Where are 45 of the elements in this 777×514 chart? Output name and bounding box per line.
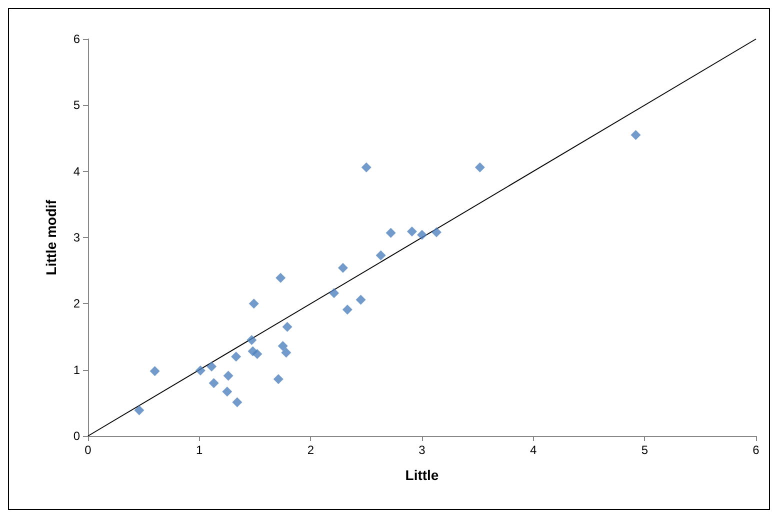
point	[208, 378, 219, 388]
point	[329, 288, 340, 298]
point	[231, 352, 242, 362]
y-tick-label: 6	[73, 32, 80, 46]
point	[417, 230, 427, 240]
point	[222, 386, 232, 397]
point	[342, 304, 352, 315]
point	[361, 162, 372, 172]
y-tick-label: 1	[73, 362, 80, 377]
x-tick-label: 0	[84, 443, 92, 457]
point	[150, 366, 160, 376]
point	[356, 294, 366, 305]
point	[232, 397, 242, 408]
point	[282, 322, 292, 332]
x-tick-label: 4	[530, 443, 537, 457]
x-tick-label: 2	[307, 443, 314, 457]
point	[431, 227, 442, 238]
point	[474, 162, 485, 172]
point	[338, 262, 348, 273]
y-tick-label: 4	[73, 164, 80, 178]
point	[406, 226, 417, 237]
point	[630, 130, 641, 140]
point	[376, 250, 386, 260]
y-tick-label: 2	[73, 296, 80, 311]
point	[386, 228, 396, 238]
x-axis-title: Little	[405, 467, 439, 483]
point	[206, 362, 217, 372]
point	[246, 335, 257, 346]
y-tick-label: 3	[73, 230, 80, 244]
point	[281, 348, 292, 358]
y-tick-label: 5	[73, 98, 80, 112]
point	[273, 374, 284, 384]
x-tick-label: 6	[752, 443, 760, 457]
x-tick-label: 1	[196, 443, 203, 457]
y-tick-label: 0	[73, 429, 80, 443]
point	[134, 405, 144, 416]
x-tick-label: 3	[418, 443, 426, 457]
point	[248, 298, 259, 309]
point	[276, 272, 286, 283]
point	[278, 341, 288, 352]
y-axis-title: Little modif	[43, 199, 59, 276]
x-tick-label: 5	[641, 443, 648, 457]
point	[252, 348, 262, 359]
point	[223, 370, 234, 381]
point	[195, 365, 206, 376]
